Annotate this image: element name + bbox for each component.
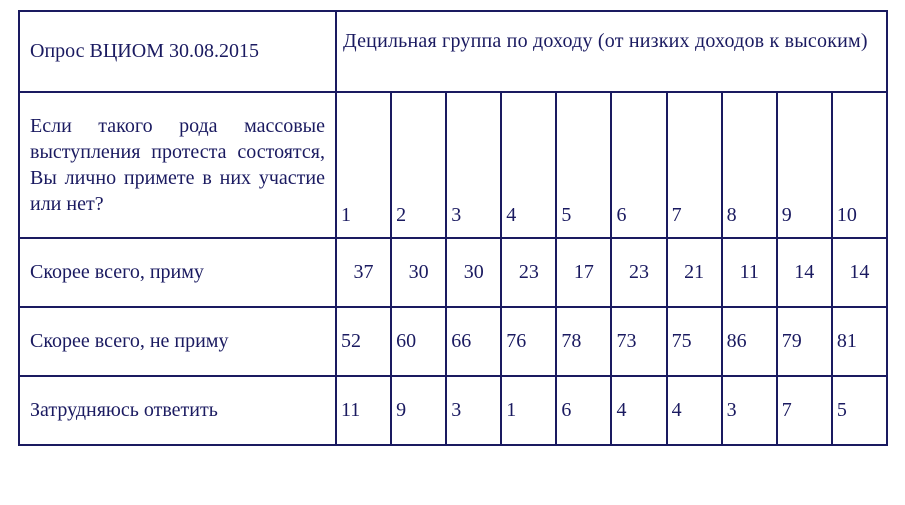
value-cell: 5 xyxy=(832,376,887,445)
value-cell: 11 xyxy=(722,238,777,307)
header-left-cell: Опрос ВЦИОМ 30.08.2015 xyxy=(19,11,336,92)
value-cell: 4 xyxy=(611,376,666,445)
value-cell: 11 xyxy=(336,376,391,445)
value-cell: 60 xyxy=(391,307,446,376)
question-row: Если такого рода массовые выступления пр… xyxy=(19,92,887,238)
question-cell: Если такого рода массовые выступления пр… xyxy=(19,92,336,238)
decile-col-5: 5 xyxy=(556,92,611,238)
value-cell: 37 xyxy=(336,238,391,307)
table-row: Затрудняюсь ответить 11 9 3 1 6 4 4 3 7 … xyxy=(19,376,887,445)
value-cell: 9 xyxy=(391,376,446,445)
value-cell: 30 xyxy=(391,238,446,307)
table-row: Скорее всего, не приму 52 60 66 76 78 73… xyxy=(19,307,887,376)
survey-table: Опрос ВЦИОМ 30.08.2015 Децильная группа … xyxy=(18,10,888,446)
value-cell: 1 xyxy=(501,376,556,445)
row-label: Затрудняюсь ответить xyxy=(19,376,336,445)
decile-col-3: 3 xyxy=(446,92,501,238)
value-cell: 23 xyxy=(611,238,666,307)
value-cell: 52 xyxy=(336,307,391,376)
row-label: Скорее всего, приму xyxy=(19,238,336,307)
value-cell: 66 xyxy=(446,307,501,376)
decile-col-8: 8 xyxy=(722,92,777,238)
value-cell: 4 xyxy=(667,376,722,445)
value-cell: 6 xyxy=(556,376,611,445)
value-cell: 78 xyxy=(556,307,611,376)
value-cell: 3 xyxy=(446,376,501,445)
value-cell: 81 xyxy=(832,307,887,376)
value-cell: 21 xyxy=(667,238,722,307)
value-cell: 76 xyxy=(501,307,556,376)
table-row: Скорее всего, приму 37 30 30 23 17 23 21… xyxy=(19,238,887,307)
value-cell: 7 xyxy=(777,376,832,445)
value-cell: 86 xyxy=(722,307,777,376)
value-cell: 23 xyxy=(501,238,556,307)
value-cell: 14 xyxy=(832,238,887,307)
decile-col-1: 1 xyxy=(336,92,391,238)
decile-col-9: 9 xyxy=(777,92,832,238)
survey-table-container: Опрос ВЦИОМ 30.08.2015 Децильная группа … xyxy=(0,0,905,456)
value-cell: 3 xyxy=(722,376,777,445)
decile-col-10: 10 xyxy=(832,92,887,238)
value-cell: 14 xyxy=(777,238,832,307)
row-label: Скорее всего, не приму xyxy=(19,307,336,376)
header-right-cell: Децильная группа по доходу (от низких до… xyxy=(336,11,887,92)
value-cell: 75 xyxy=(667,307,722,376)
decile-col-6: 6 xyxy=(611,92,666,238)
decile-col-4: 4 xyxy=(501,92,556,238)
decile-col-7: 7 xyxy=(667,92,722,238)
value-cell: 79 xyxy=(777,307,832,376)
decile-col-2: 2 xyxy=(391,92,446,238)
value-cell: 30 xyxy=(446,238,501,307)
value-cell: 17 xyxy=(556,238,611,307)
header-row: Опрос ВЦИОМ 30.08.2015 Децильная группа … xyxy=(19,11,887,92)
value-cell: 73 xyxy=(611,307,666,376)
